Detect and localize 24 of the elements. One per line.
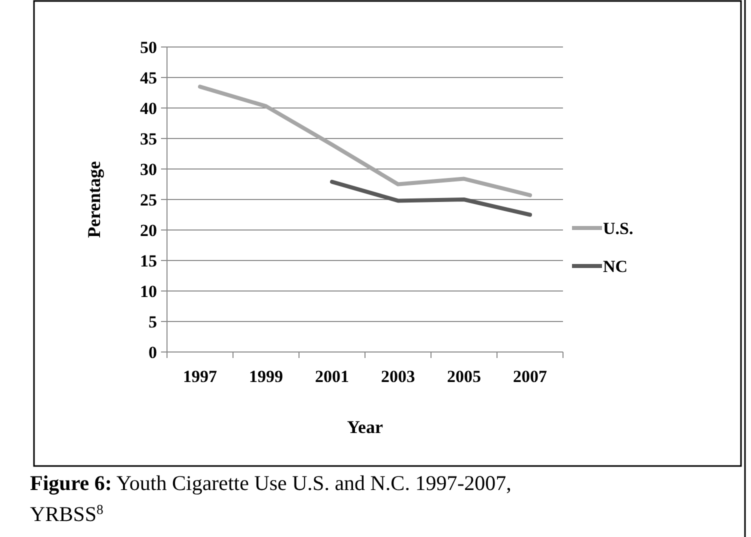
y-tick-label: 15 [140,251,157,270]
caption: Figure 6: Youth Cigarette Use U.S. and N.C. 1997-2007, YRBSS$^{8}$ [30,471,512,526]
legend-label: NC [603,256,628,276]
y-tick-label: 25 [140,190,157,210]
x-tick-label: 2007 [513,367,548,386]
line-series [198,84,532,198]
legend-label: U.S. [603,218,634,238]
y-tick-label: 0 [148,342,157,362]
y-tick-label: 40 [140,98,157,118]
y-axis-title: Perentage [84,161,104,238]
y-tick-label: 45 [140,68,157,88]
x-tick-label: 2003 [381,367,415,386]
y-tick-label: 30 [140,160,157,179]
x-tick-label: 2005 [447,367,481,386]
x-tick-label: 2001 [315,367,349,386]
y-tick-label: 50 [140,38,157,57]
y-tick-label: 20 [140,220,157,240]
x-tick-label: 1997 [183,367,218,386]
y-tick-label: 10 [140,282,157,301]
line-series [330,180,532,217]
y-tick-label: 35 [140,129,157,148]
x-tick-label: 1999 [249,367,283,386]
x-axis-title: Year [347,417,383,437]
y-tick-label: 5 [148,312,157,332]
